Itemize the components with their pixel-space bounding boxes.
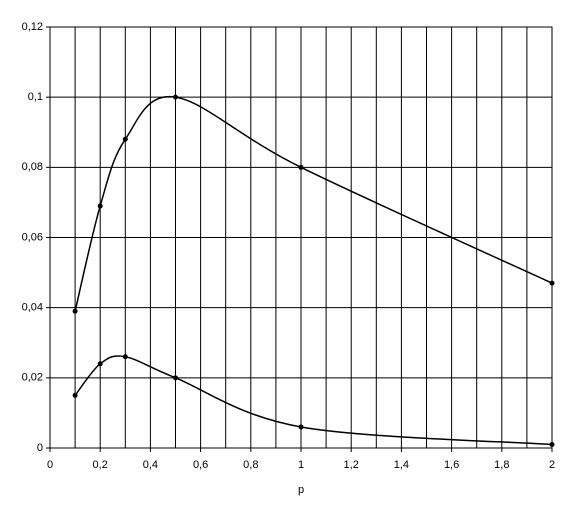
x-tick-label: 2 — [549, 459, 555, 471]
data-point — [549, 441, 555, 447]
data-point — [122, 136, 128, 142]
data-point — [173, 94, 178, 100]
data-point — [72, 308, 78, 314]
series-line — [74, 355, 553, 446]
x-tick-label: 0,4 — [143, 459, 158, 471]
data-point — [298, 424, 304, 430]
y-tick-label: 0,04 — [22, 302, 43, 314]
data-point — [122, 354, 128, 360]
data-point — [97, 361, 103, 367]
x-tick-label: 1,8 — [494, 459, 509, 471]
data-point — [97, 203, 103, 209]
y-tick-label: 0 — [37, 442, 43, 454]
x-tick-label: 1,6 — [444, 459, 459, 471]
y-tick-label: 0,06 — [22, 231, 43, 243]
series-line — [74, 95, 553, 312]
x-tick-label: 1,4 — [394, 459, 409, 471]
x-axis-label: p — [298, 484, 304, 496]
data-point — [72, 392, 78, 398]
x-tick-label: 0 — [47, 459, 53, 471]
plot-frame — [49, 26, 553, 449]
x-tick-label: 1,2 — [344, 459, 359, 471]
data-point — [298, 164, 304, 170]
y-tick-label: 0,12 — [22, 21, 43, 33]
data-point — [549, 280, 555, 286]
y-tick-label: 0,08 — [22, 161, 43, 173]
y-tick-label: 0,02 — [22, 372, 43, 384]
x-tick-label: 0,6 — [193, 459, 208, 471]
data-point — [173, 375, 178, 381]
x-tick-label: 0,2 — [93, 459, 108, 471]
y-tick-label: 0,1 — [28, 91, 43, 103]
x-tick-label: 1 — [298, 459, 304, 471]
x-tick-label: 0,8 — [243, 459, 258, 471]
